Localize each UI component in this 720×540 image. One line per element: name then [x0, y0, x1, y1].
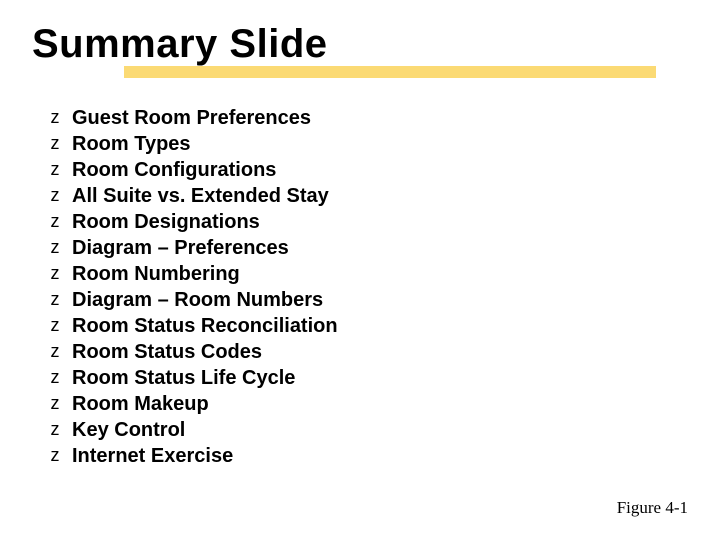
list-item: z All Suite vs. Extended Stay — [48, 186, 338, 212]
list-item-label: Room Configurations — [72, 160, 276, 180]
list-item: z Room Numbering — [48, 264, 338, 290]
bullet-glyph: z — [48, 264, 62, 282]
bullet-glyph: z — [48, 290, 62, 308]
list-item-label: Room Status Reconciliation — [72, 316, 338, 336]
list-item-label: Room Numbering — [72, 264, 240, 284]
bullet-glyph: z — [48, 212, 62, 230]
list-item-label: Internet Exercise — [72, 446, 233, 466]
list-item: z Room Types — [48, 134, 338, 160]
list-item: z Room Makeup — [48, 394, 338, 420]
title-underline — [124, 66, 656, 78]
bullet-glyph: z — [48, 238, 62, 256]
list-item-label: Diagram – Preferences — [72, 238, 289, 258]
list-item: z Room Designations — [48, 212, 338, 238]
bullet-list: z Guest Room Preferences z Room Types z Room … — [48, 108, 338, 472]
bullet-glyph: z — [48, 108, 62, 126]
bullet-glyph: z — [48, 134, 62, 152]
bullet-glyph: z — [48, 368, 62, 386]
list-item: z Guest Room Preferences — [48, 108, 338, 134]
list-item: z Key Control — [48, 420, 338, 446]
bullet-glyph: z — [48, 446, 62, 464]
list-item: z Internet Exercise — [48, 446, 338, 472]
list-item-label: Room Makeup — [72, 394, 209, 414]
list-item-label: Diagram – Room Numbers — [72, 290, 323, 310]
list-item-label: Room Designations — [72, 212, 260, 232]
bullet-glyph: z — [48, 420, 62, 438]
list-item-label: Guest Room Preferences — [72, 108, 311, 128]
list-item: z Room Status Codes — [48, 342, 338, 368]
bullet-glyph: z — [48, 342, 62, 360]
list-item: z Diagram – Room Numbers — [48, 290, 338, 316]
figure-label: Figure 4-1 — [617, 498, 688, 518]
list-item-label: All Suite vs. Extended Stay — [72, 186, 329, 206]
bullet-glyph: z — [48, 160, 62, 178]
list-item-label: Room Types — [72, 134, 191, 154]
list-item: z Room Status Reconciliation — [48, 316, 338, 342]
bullet-glyph: z — [48, 186, 62, 204]
list-item-label: Room Status Codes — [72, 342, 262, 362]
list-item: z Diagram – Preferences — [48, 238, 338, 264]
bullet-glyph: z — [48, 316, 62, 334]
slide: Summary Slide z Guest Room Preferences z Ro… — [0, 0, 720, 540]
title-area: Summary Slide — [32, 22, 328, 67]
list-item-label: Key Control — [72, 420, 185, 440]
list-item: z Room Status Life Cycle — [48, 368, 338, 394]
list-item-label: Room Status Life Cycle — [72, 368, 295, 388]
slide-title: Summary Slide — [32, 22, 328, 67]
bullet-glyph: z — [48, 394, 62, 412]
list-item: z Room Configurations — [48, 160, 338, 186]
